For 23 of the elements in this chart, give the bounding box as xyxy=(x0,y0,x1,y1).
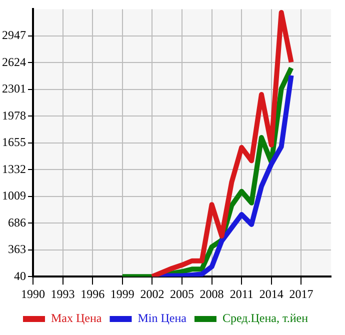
x-tick-label: 1996 xyxy=(80,286,105,301)
x-tick-label: 2014 xyxy=(259,286,284,301)
x-tick-label: 1999 xyxy=(110,286,134,301)
legend-label: Min Цена xyxy=(138,311,188,326)
y-tick-label: 40 xyxy=(14,268,26,283)
x-tick-label: 2002 xyxy=(140,286,164,301)
x-tick-label: 2017 xyxy=(289,286,314,301)
x-tick-label: 2008 xyxy=(200,286,224,301)
x-tick-label: 2005 xyxy=(170,286,194,301)
y-tick-label: 363 xyxy=(8,242,26,256)
x-tick-label: 2011 xyxy=(230,286,254,301)
y-tick-label: 686 xyxy=(8,215,26,230)
y-tick-label: 1009 xyxy=(2,188,26,203)
y-tick-label: 1655 xyxy=(2,135,26,150)
legend-label: Сред.Цена, т.йен xyxy=(222,311,309,326)
x-tick-label: 1990 xyxy=(21,286,45,301)
y-tick-label: 2624 xyxy=(2,54,26,69)
y-tick-label: 1978 xyxy=(2,108,26,122)
legend-label: Max Цена xyxy=(50,311,102,326)
y-tick-label: 1332 xyxy=(2,162,26,176)
x-tick-label: 1993 xyxy=(50,286,75,301)
y-tick-label: 2301 xyxy=(2,82,26,96)
y-tick-label: 2947 xyxy=(2,28,26,42)
